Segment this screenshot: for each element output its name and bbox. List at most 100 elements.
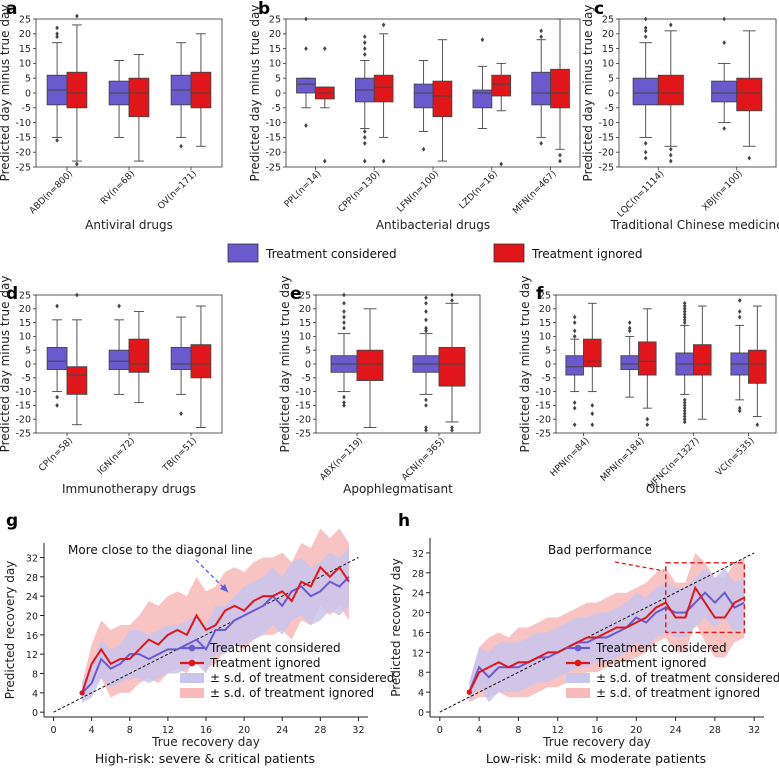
outlier-point xyxy=(362,46,367,51)
outlier-point xyxy=(55,31,59,37)
legend-swatch-band xyxy=(566,688,590,698)
category-label: VC(n=535) xyxy=(714,436,756,478)
legend-label: ± s.d. of treatment considered xyxy=(596,671,779,685)
y-tick-label: 0 xyxy=(418,708,424,719)
outlier-point xyxy=(682,314,687,320)
outlier-point xyxy=(424,328,428,334)
y-tick-label: 20 xyxy=(299,304,311,315)
outlier-point xyxy=(643,16,648,22)
box-ignored xyxy=(736,30,763,161)
box-iqr xyxy=(472,89,493,109)
box-iqr xyxy=(736,77,763,112)
category-label: MFN(n=467) xyxy=(511,169,558,216)
outlier-point xyxy=(323,158,327,164)
category-label: ABD(n=800) xyxy=(28,169,75,216)
box-considered xyxy=(330,292,358,408)
outlier-point xyxy=(55,303,59,309)
y-tick-label: 20 xyxy=(539,304,551,315)
box-considered xyxy=(170,316,192,417)
y-tick-label: 25 xyxy=(539,290,551,301)
y-tick-label: -5 xyxy=(272,103,281,114)
outlier-point xyxy=(643,149,648,155)
outlier-point xyxy=(682,400,687,406)
box-considered xyxy=(108,303,130,395)
outlier-point xyxy=(480,37,485,43)
outlier-point xyxy=(572,405,577,411)
x-tick-label: 12 xyxy=(552,725,564,736)
box-iqr xyxy=(128,77,150,118)
box-ignored xyxy=(314,46,335,164)
y-tick-label: -25 xyxy=(15,428,31,439)
x-tick-label: 32 xyxy=(748,725,760,736)
y-tick-label: -5 xyxy=(22,103,31,114)
x-tick-label: 28 xyxy=(314,725,326,736)
y-axis-label: Predicted day minus true day xyxy=(278,276,292,453)
box-ignored xyxy=(583,302,602,428)
series-line-considered xyxy=(468,591,745,693)
y-tick-label: -20 xyxy=(295,415,311,426)
annotation-arrowhead xyxy=(220,584,228,592)
outlier-point xyxy=(424,295,428,301)
box-considered xyxy=(170,42,192,149)
outlier-point xyxy=(572,320,577,325)
outlier-point xyxy=(55,25,59,31)
outlier-point xyxy=(304,46,308,51)
box-iqr xyxy=(190,344,212,379)
category-label: IGN(n=72) xyxy=(96,436,137,477)
outlier-point xyxy=(590,403,595,408)
y-axis-label: Predicted day minus true day xyxy=(581,5,595,182)
box-iqr xyxy=(46,346,68,370)
legend-marker xyxy=(574,644,582,652)
outlier-point xyxy=(669,158,673,164)
y-tick-label: 0 xyxy=(608,88,614,99)
outlier-point xyxy=(722,126,726,131)
outlier-point xyxy=(304,16,308,22)
outlier-point xyxy=(682,405,687,411)
box-iqr xyxy=(413,83,434,109)
annotation-arrow xyxy=(614,561,664,572)
group-label: Antibacterial drugs xyxy=(376,218,490,232)
box-iqr xyxy=(550,68,570,109)
x-tick-label: 32 xyxy=(352,725,364,736)
y-tick-label: -5 xyxy=(605,103,614,114)
legend-label: Treatment ignored xyxy=(209,656,320,670)
outlier-point xyxy=(117,303,121,309)
outlier-point xyxy=(450,292,454,298)
box-ignored xyxy=(438,292,466,433)
panel-h: h 0 4 8 12 16 20 24 28 32 0 4 8 12 16 20 24 28 32 True reco… xyxy=(389,511,779,766)
x-tick-label: 16 xyxy=(200,725,212,736)
outlier-point xyxy=(722,16,726,22)
outlier-point xyxy=(737,405,742,411)
box-iqr xyxy=(190,71,212,109)
y-tick-label: -25 xyxy=(265,162,281,173)
outlier-point xyxy=(643,140,648,146)
outlier-point xyxy=(669,146,673,152)
outlier-point xyxy=(421,146,426,152)
x-axis-label: True recovery day xyxy=(542,735,651,749)
outlier-point xyxy=(75,13,79,19)
box-iqr xyxy=(373,74,394,103)
y-tick-label: 25 xyxy=(19,290,31,301)
outlier-point xyxy=(450,425,454,430)
box-ignored xyxy=(190,33,212,147)
outlier-point xyxy=(643,25,648,31)
legend-label: ± s.d. of treatment ignored xyxy=(210,686,374,700)
panel-label-h: h xyxy=(398,511,410,531)
outlier-point xyxy=(572,328,577,334)
category-label: LQC(n=1114) xyxy=(616,169,667,220)
y-tick-label: 25 xyxy=(269,14,281,25)
group-label: Immunotherapy drugs xyxy=(62,482,196,496)
outlier-point xyxy=(304,123,308,128)
x-tick-label: 20 xyxy=(630,725,642,736)
y-tick-label: -20 xyxy=(265,148,281,159)
category-label: PPL(n=14) xyxy=(283,169,324,210)
y-tick-label: 12 xyxy=(26,650,38,661)
outlier-point xyxy=(450,427,454,433)
box-iqr xyxy=(296,77,316,94)
outlier-point xyxy=(362,129,367,134)
box-considered xyxy=(730,298,749,414)
outlier-point xyxy=(75,292,79,298)
box-legend: Treatment considered Treatment ignored xyxy=(227,243,642,263)
